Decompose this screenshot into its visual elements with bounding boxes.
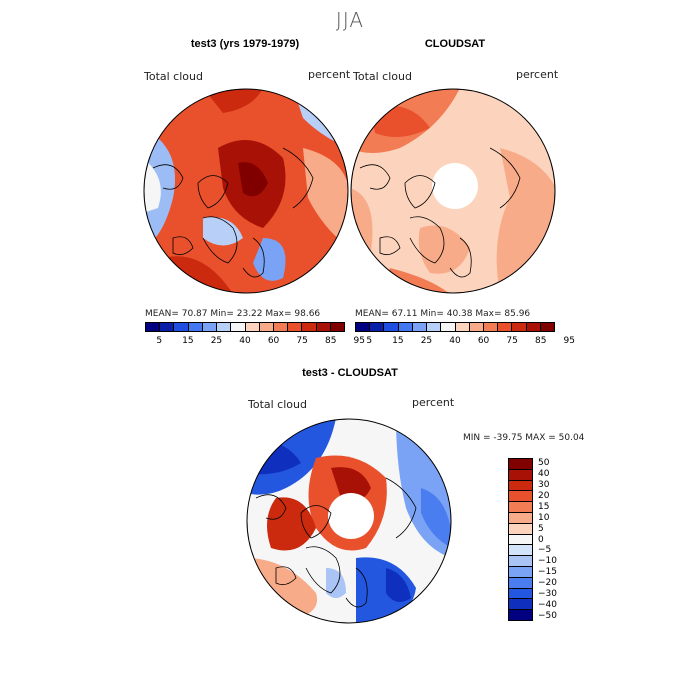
colorbar-swatch — [259, 323, 274, 331]
panel3-colorbar-ticks: 50 40 30 20 15 10 5 0 −5 −10 −15 −20 −30 −40 −50 — [538, 458, 568, 621]
colorbar-tick-label: 15 — [392, 336, 404, 346]
colorbar-tick-label: 30 — [538, 480, 550, 491]
colorbar-swatch — [202, 323, 218, 331]
colorbar-swatch — [483, 323, 499, 331]
colorbar-tick-label: 5 — [366, 336, 373, 346]
colorbar-swatch — [509, 588, 532, 600]
panel3-map — [246, 418, 452, 624]
colorbar-swatch — [398, 323, 413, 331]
panel1-stats: MEAN= 70.87 Min= 23.22 Max= 98.66 — [145, 309, 321, 319]
colorbar-tick-label: −15 — [538, 567, 557, 578]
colorbar-swatch — [509, 566, 532, 578]
colorbar-swatch — [146, 323, 161, 331]
panel1-colorbar-ticks: 5 15 25 40 60 75 85 95 — [145, 336, 365, 348]
panel3-title: test3 - CLOUDSAT — [302, 367, 398, 379]
colorbar-swatch — [509, 534, 532, 546]
panel2-units-label: percent — [516, 68, 559, 81]
colorbar-tick-label: −30 — [538, 588, 557, 599]
colorbar-swatch — [509, 599, 532, 611]
colorbar-swatch — [330, 323, 345, 331]
colorbar-tick-label: −5 — [538, 545, 552, 556]
colorbar-tick-label: 0 — [538, 534, 544, 545]
colorbar-tick-label: 75 — [506, 336, 518, 346]
panel1-colorbar — [145, 322, 345, 332]
colorbar-tick-label: 40 — [239, 336, 251, 346]
colorbar-tick-label: 25 — [420, 336, 433, 346]
colorbar-swatch — [469, 323, 484, 331]
colorbar-tick-label: 85 — [534, 336, 547, 346]
colorbar-swatch — [217, 323, 232, 331]
colorbar-tick-label: −10 — [538, 556, 557, 567]
colorbar-swatch — [498, 323, 513, 331]
panel2-colorbar-ticks: 5 15 25 40 60 75 85 95 — [355, 336, 575, 348]
colorbar-swatch — [509, 545, 532, 557]
colorbar-swatch — [356, 323, 371, 331]
colorbar-swatch — [509, 523, 532, 535]
colorbar-swatch — [455, 323, 470, 331]
panel1-units-label: percent — [308, 68, 351, 81]
colorbar-swatch — [441, 323, 456, 331]
colorbar-tick-label: 50 — [538, 458, 550, 469]
colorbar-swatch — [316, 323, 331, 331]
panel2-variable-label: Total cloud — [353, 70, 412, 83]
colorbar-tick-label: 5 — [538, 523, 544, 534]
colorbar-swatch — [384, 323, 399, 331]
panel2-map — [350, 88, 556, 294]
colorbar-swatch — [370, 323, 385, 331]
colorbar-tick-label: 95 — [563, 336, 576, 346]
colorbar-swatch — [412, 323, 428, 331]
panel1-map — [143, 88, 349, 294]
colorbar-tick-label: 15 — [538, 501, 550, 512]
panel3-colorbar — [508, 458, 533, 621]
panel2-stats: MEAN= 67.11 Min= 40.38 Max= 85.96 — [355, 309, 531, 319]
colorbar-swatch — [509, 610, 532, 620]
colorbar-swatch — [509, 502, 532, 513]
colorbar-swatch — [288, 323, 303, 331]
colorbar-swatch — [427, 323, 442, 331]
colorbar-swatch — [174, 323, 189, 331]
colorbar-tick-label: 10 — [538, 512, 550, 523]
colorbar-tick-label: 25 — [210, 336, 223, 346]
colorbar-swatch — [245, 323, 260, 331]
colorbar-tick-label: 60 — [267, 336, 280, 346]
panel3-units-label: percent — [412, 396, 455, 409]
season-title: JJA — [335, 8, 365, 32]
colorbar-swatch — [509, 480, 532, 492]
colorbar-swatch — [540, 323, 555, 331]
colorbar-swatch — [509, 459, 532, 470]
colorbar-tick-label: 5 — [156, 336, 163, 346]
colorbar-swatch — [512, 323, 527, 331]
colorbar-swatch — [509, 469, 532, 481]
panel2-title: CLOUDSAT — [424, 38, 486, 50]
panel3-variable-label: Total cloud — [248, 398, 307, 411]
colorbar-tick-label: 75 — [296, 336, 308, 346]
colorbar-swatch — [509, 512, 532, 524]
panel1-title: test3 (yrs 1979-1979) — [190, 38, 300, 50]
colorbar-tick-label: 85 — [324, 336, 337, 346]
colorbar-swatch — [160, 323, 175, 331]
colorbar-swatch — [509, 491, 532, 503]
panel3-stats: MIN = -39.75 MAX = 50.04 — [463, 433, 585, 443]
panel1-variable-label: Total cloud — [144, 70, 203, 83]
colorbar-tick-label: 40 — [538, 469, 550, 480]
colorbar-swatch — [509, 577, 532, 589]
colorbar-swatch — [509, 556, 532, 567]
colorbar-swatch — [231, 323, 246, 331]
colorbar-tick-label: 20 — [538, 491, 550, 502]
colorbar-tick-label: −20 — [538, 577, 557, 588]
colorbar-tick-label: 40 — [449, 336, 461, 346]
colorbar-tick-label: −50 — [538, 610, 557, 621]
colorbar-swatch — [302, 323, 317, 331]
colorbar-tick-label: 95 — [353, 336, 366, 346]
colorbar-swatch — [273, 323, 289, 331]
colorbar-swatch — [526, 323, 541, 331]
colorbar-swatch — [188, 323, 203, 331]
colorbar-tick-label: 15 — [182, 336, 194, 346]
colorbar-tick-label: 60 — [477, 336, 490, 346]
panel2-colorbar — [355, 322, 555, 332]
colorbar-tick-label: −40 — [538, 599, 557, 610]
